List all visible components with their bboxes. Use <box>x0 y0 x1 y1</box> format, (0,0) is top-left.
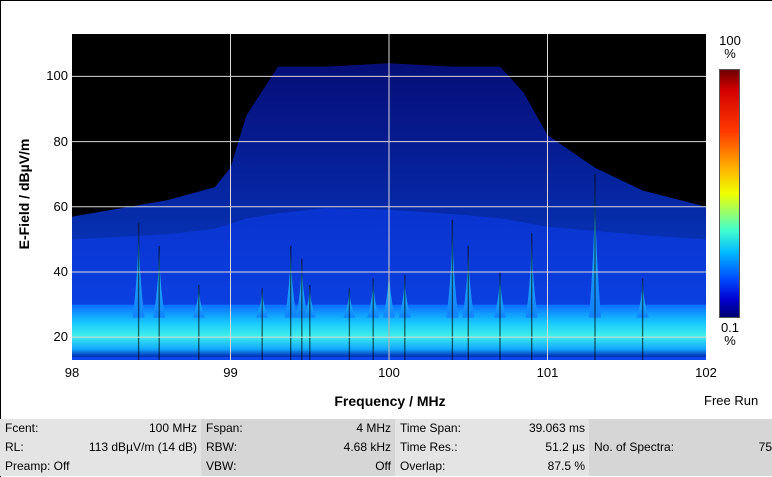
nospectra-key: No. of Spectra: <box>594 440 675 454</box>
preamp-label: Preamp: Off <box>5 459 70 473</box>
rl-key: RL: <box>5 440 24 454</box>
timespan-key: Time Span: <box>400 421 461 435</box>
x-tick-label: 98 <box>64 365 80 380</box>
empty-cell-3 <box>589 457 772 476</box>
y-tick-label: 40 <box>53 263 68 279</box>
x-tick-label: 99 <box>223 365 238 380</box>
fcent-cell: Fcent: 100 MHz <box>0 419 201 438</box>
y-tick-label: 20 <box>53 329 68 345</box>
y-tick-label: 80 <box>53 133 68 149</box>
y-axis-label: E-Field / dBµV/m <box>16 138 32 250</box>
rl-value: 113 dBµV/m (14 dB) <box>88 440 197 454</box>
x-tick-label: 102 <box>695 365 717 380</box>
timespan-value: 39.063 ms <box>528 421 585 435</box>
colorbar <box>719 69 740 318</box>
vbw-key: VBW: <box>206 459 237 473</box>
colorbar-bottom-value: 0.1 <box>720 320 740 335</box>
rbw-cell: RBW: 4.68 kHz <box>201 438 395 457</box>
colorbar-top-unit: % <box>724 46 736 61</box>
empty-cell-1 <box>589 419 772 438</box>
nospectra-cell: No. of Spectra: 75 <box>589 438 772 457</box>
fspan-value: 4 MHz <box>356 421 391 435</box>
colorbar-top-value: 100 <box>719 33 741 48</box>
overlap-value: 87.5 % <box>547 459 585 473</box>
overlap-key: Overlap: <box>400 459 446 473</box>
fspan-cell: Fspan: 4 MHz <box>201 419 395 438</box>
rbw-value: 4.68 kHz <box>343 440 391 454</box>
timeres-key: Time Res.: <box>400 440 458 454</box>
spectrogram-canvas <box>72 34 706 360</box>
nospectra-value: 75 <box>758 440 772 454</box>
overlap-cell: Overlap: 87.5 % <box>395 457 589 476</box>
x-tick-label: 101 <box>536 365 559 380</box>
run-mode-label: Free Run <box>704 393 759 408</box>
x-tick-label: 100 <box>378 365 400 380</box>
vbw-cell: VBW: Off <box>201 457 395 476</box>
timeres-cell: Time Res.: 51.2 µs <box>395 438 589 457</box>
rbw-key: RBW: <box>206 440 238 454</box>
rl-cell: RL: 113 dBµV/m (14 dB) <box>0 438 201 457</box>
x-axis-label: Frequency / MHz <box>334 393 446 409</box>
colorbar-bottom-unit: % <box>724 333 736 348</box>
fspan-key: Fspan: <box>206 421 243 435</box>
fcent-key: Fcent: <box>5 421 39 435</box>
y-tick-label: 60 <box>53 198 68 214</box>
fcent-value: 100 MHz <box>148 421 197 435</box>
vbw-value: Off <box>375 459 391 473</box>
preamp-cell: Preamp: Off <box>0 457 201 476</box>
spectrogram-plot[interactable] <box>72 34 706 360</box>
timeres-value: 51.2 µs <box>545 440 585 454</box>
timespan-cell: Time Span: 39.063 ms <box>395 419 589 438</box>
settings-table: Fcent: 100 MHz Fspan: 4 MHz Time Span: 39.0… <box>0 419 772 477</box>
y-tick-label: 100 <box>46 68 68 84</box>
